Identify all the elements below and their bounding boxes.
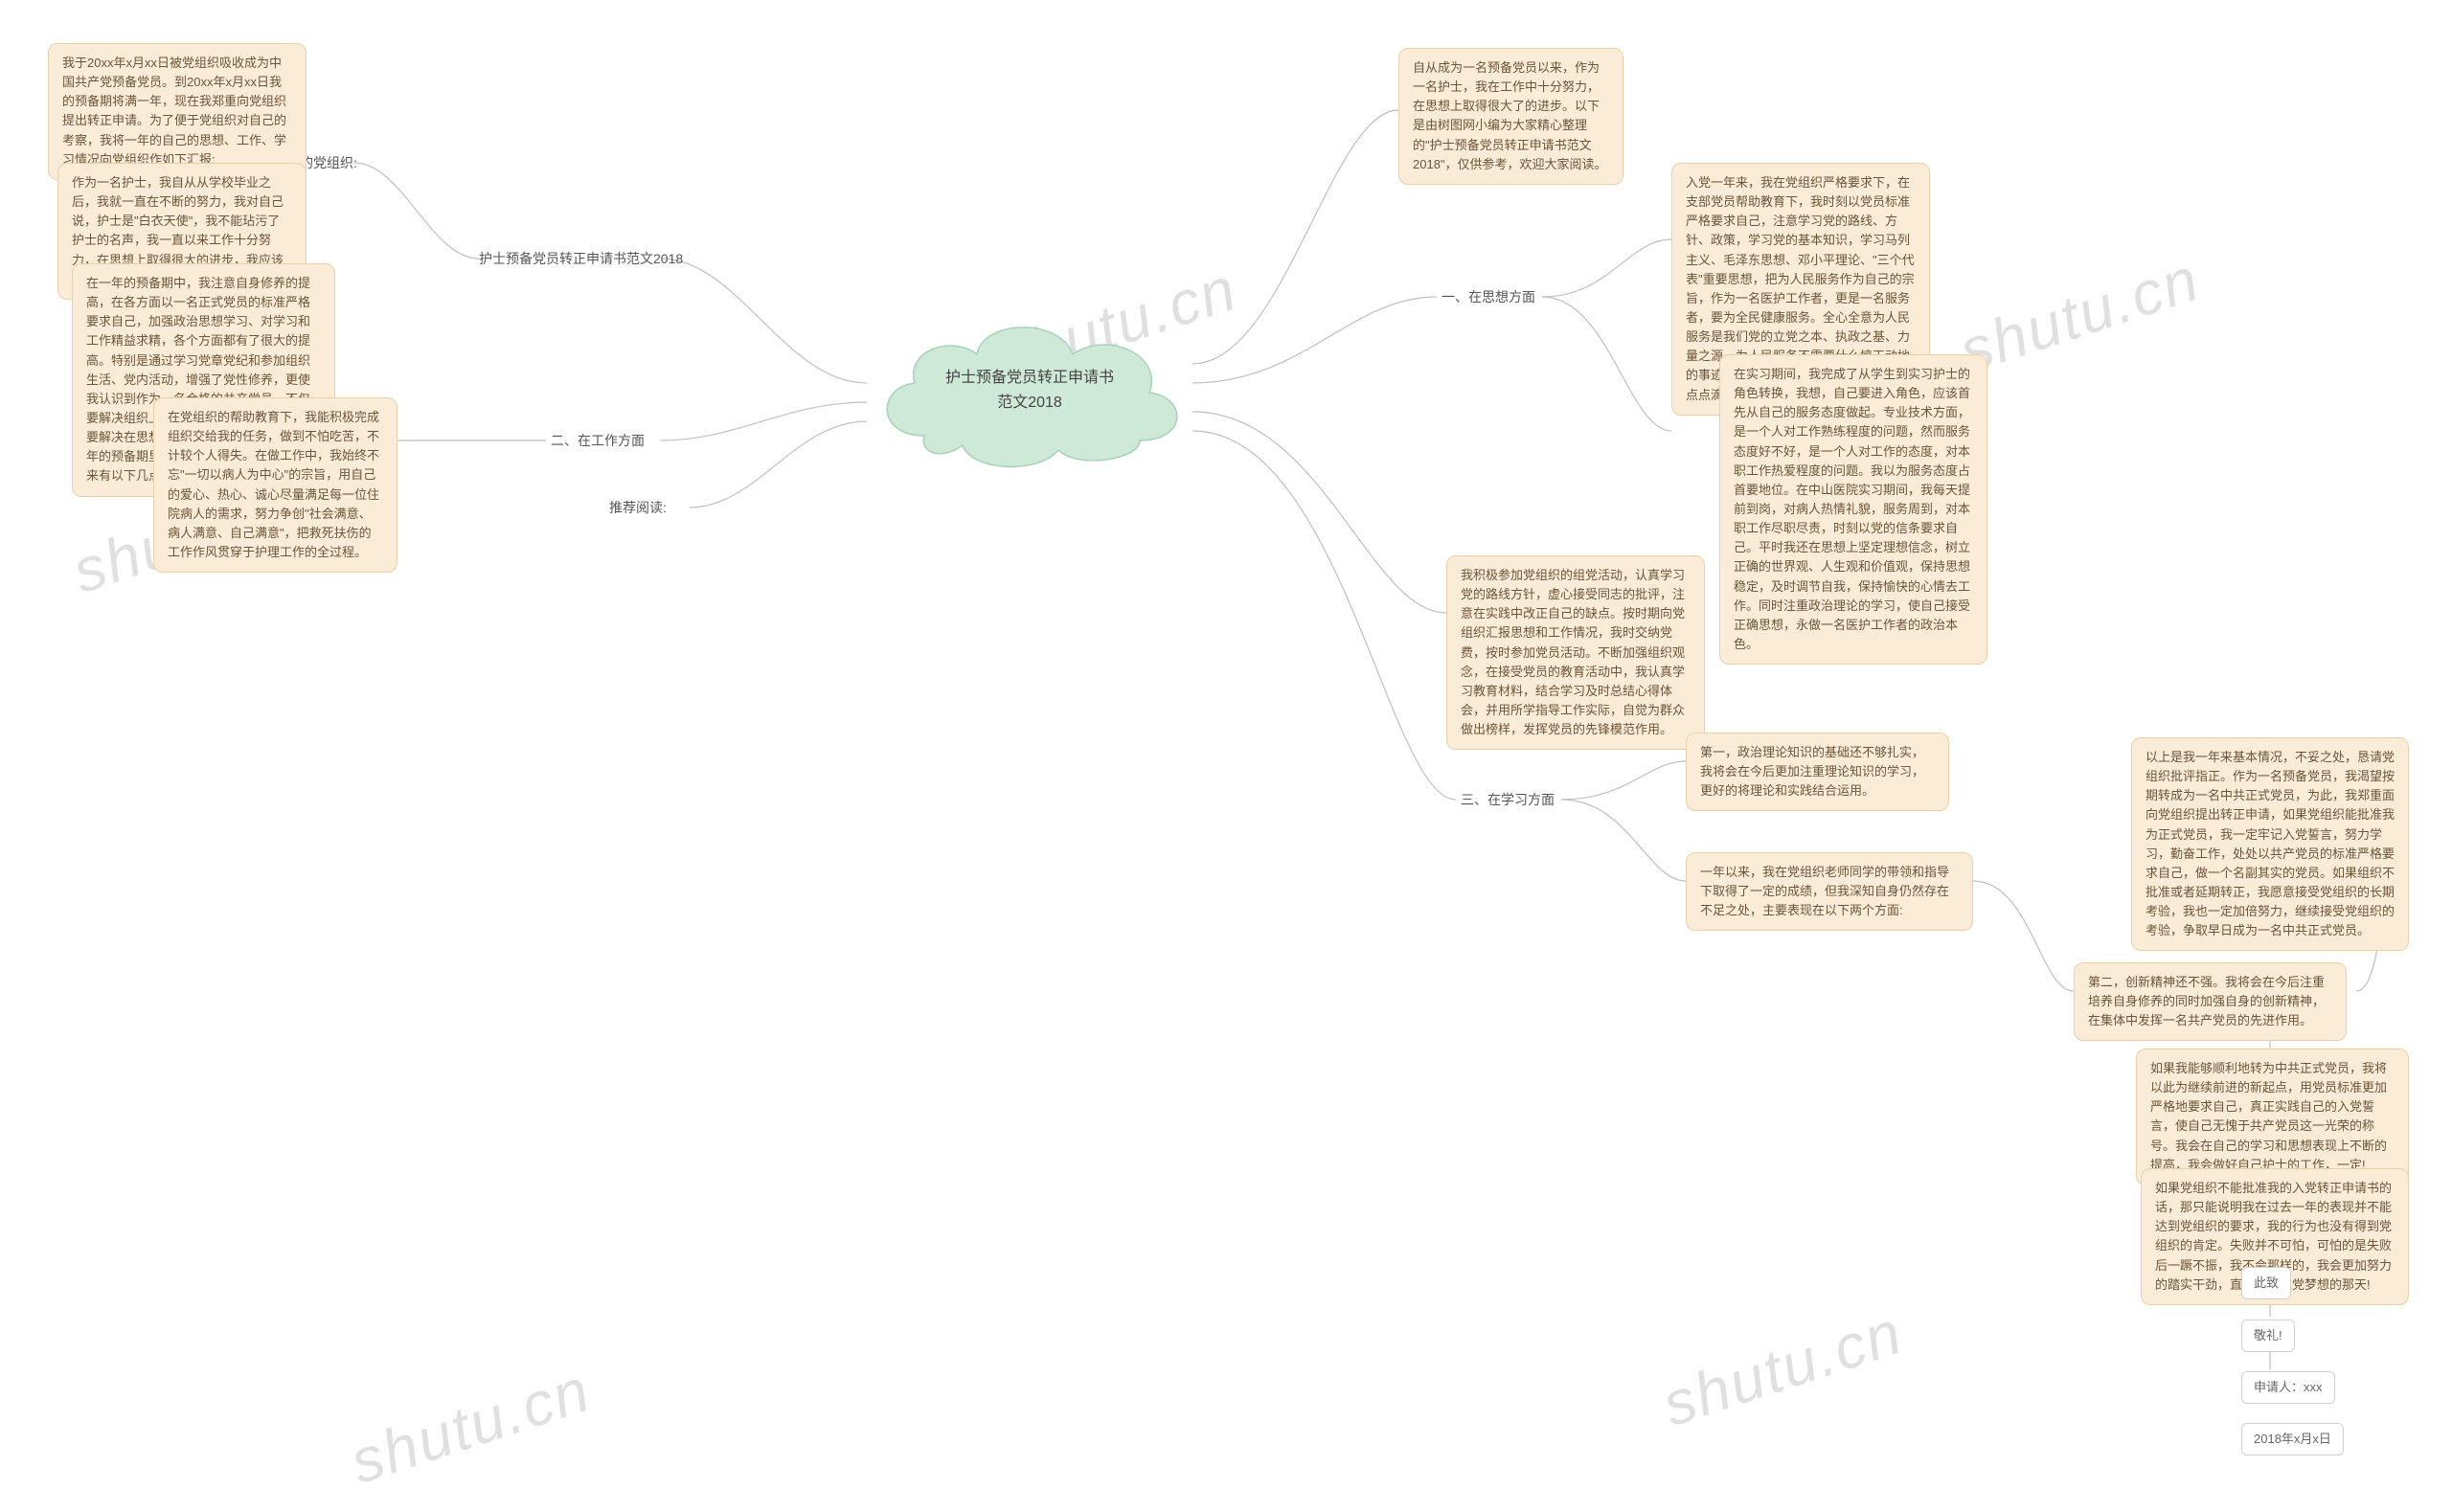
right-deep-node1: 以上是我一年来基本情况，不妥之处，恳请党组织批评指正。作为一名预备党员，我渴望按… [2131, 737, 2409, 951]
right-deep-node2: 如果我能够顺利地转为中共正式党员，我将以此为继续前进的新起点，用党员标准更加严格… [2136, 1049, 2409, 1185]
connector-lines [0, 0, 2452, 1512]
left-branch1-label: 护士预备党员转正申请书范文2018 [479, 249, 683, 268]
right-tail-1: 此致 [2241, 1267, 2291, 1299]
right-b2-header: 我积极参加党组织的组党活动，认真学习党的路线方针，虚心接受同志的批评，注意在实践… [1446, 555, 1705, 750]
right-b3-node2: 第二，创新精神还不强。我将会在今后注重培养自身修养的同时加强自身的创新精神，在集… [2074, 962, 2347, 1041]
right-b1-node2: 在实习期间，我完成了从学生到实习护士的角色转换，我想，自己要进入角色，应该首先从… [1719, 354, 1987, 665]
right-branch1-label: 一、在思想方面 [1442, 287, 1535, 306]
left-branch2-label: 二、在工作方面 [551, 431, 645, 450]
watermark: shutu.cn [1654, 1297, 1911, 1440]
center-title: 护士预备党员转正申请书 范文2018 [934, 366, 1125, 415]
right-intro: 自从成为一名预备党员以来，作为一名护士，我在工作中十分努力，在思想上取得很大了的… [1398, 48, 1623, 185]
center-title-line2: 范文2018 [934, 391, 1125, 416]
right-tail-4: 2018年x月x日 [2241, 1423, 2344, 1456]
left-branch3-label: 推荐阅读: [609, 498, 667, 517]
center-title-line1: 护士预备党员转正申请书 [934, 366, 1125, 391]
left-b2-node1: 在党组织的帮助教育下，我能积极完成组织交给我的任务，做到不怕吃苦，不计较个人得失… [153, 397, 397, 573]
left-b1-node1: 我于20xx年x月xx日被党组织吸收成为中国共产党预备党员。到20xx年x月xx… [48, 43, 306, 180]
watermark: shutu.cn [1951, 243, 2208, 387]
right-b3-node1: 第一，政治理论知识的基础还不够扎实，我将会在今后更加注重理论知识的学习，更好的将… [1686, 733, 1949, 811]
center-node: 护士预备党员转正申请书 范文2018 [867, 302, 1192, 474]
right-branch3-label: 三、在学习方面 [1461, 790, 1555, 809]
watermark: shutu.cn [342, 1354, 599, 1498]
right-tail-3: 申请人：xxx [2241, 1371, 2335, 1404]
right-tail-2: 敬礼! [2241, 1320, 2295, 1352]
right-b3-sublabel: 一年以来，我在党组织老师同学的带领和指导下取得了一定的成绩，但我深知自身仍然存在… [1686, 852, 1973, 931]
